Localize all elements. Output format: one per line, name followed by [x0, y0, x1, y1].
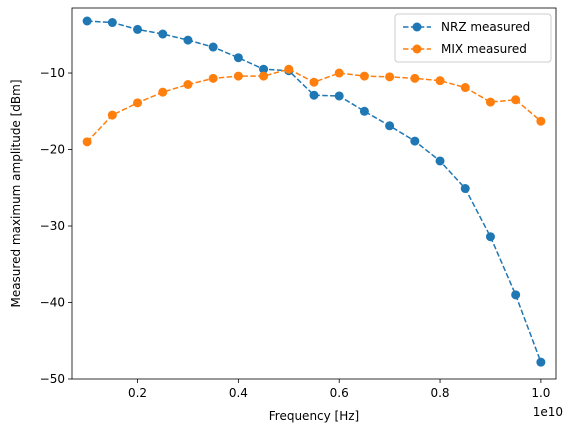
- legend: NRZ measured MIX measured: [394, 13, 552, 63]
- data-point: [107, 18, 117, 28]
- data-point: [410, 136, 420, 146]
- data-point: [233, 71, 243, 81]
- series-line: [87, 20, 542, 363]
- data-point: [208, 42, 218, 52]
- data-point: [158, 87, 168, 97]
- data-point: [309, 90, 319, 100]
- x-tick-label: 1.0: [531, 386, 550, 400]
- data-point: [536, 357, 546, 367]
- y-tick-label: −50: [40, 372, 65, 386]
- y-tick-label: −30: [40, 219, 65, 233]
- data-point: [233, 53, 243, 63]
- data-point: [208, 73, 218, 83]
- x-tick-label: 0.2: [128, 386, 147, 400]
- y-tick-label: −40: [40, 296, 65, 310]
- y-tick-label: −10: [40, 66, 65, 80]
- x-axis-ticks: 0.2 0.4 0.6 0.8 1.0: [128, 379, 550, 400]
- y-tick-label: −20: [40, 143, 65, 157]
- x-axis-offset-label: 1e10: [533, 405, 563, 419]
- data-point: [334, 91, 344, 101]
- data-point: [334, 68, 344, 78]
- data-point: [259, 71, 269, 81]
- legend-box: [394, 13, 552, 63]
- data-point: [82, 137, 92, 147]
- x-axis-label: Frequency [Hz]: [269, 409, 360, 423]
- data-point: [82, 16, 92, 26]
- legend-item: MIX measured: [403, 42, 527, 56]
- data-point: [460, 184, 470, 194]
- data-point: [435, 156, 445, 166]
- data-point: [183, 35, 193, 45]
- data-point: [511, 290, 521, 300]
- data-point: [107, 110, 117, 120]
- data-point: [511, 95, 521, 105]
- data-point: [536, 116, 546, 126]
- data-point: [435, 76, 445, 86]
- x-tick-label: 0.4: [229, 386, 248, 400]
- data-point: [259, 64, 269, 74]
- data-point: [460, 83, 470, 93]
- data-point: [359, 106, 369, 116]
- data-point: [183, 79, 193, 89]
- legend-marker: [412, 22, 422, 32]
- data-point: [385, 72, 395, 82]
- data-point: [309, 77, 319, 87]
- data-point: [284, 64, 294, 74]
- series-mix: [82, 64, 546, 147]
- data-point: [158, 29, 168, 39]
- series-layer: [82, 16, 546, 367]
- x-tick-label: 0.6: [330, 386, 349, 400]
- x-tick-label: 0.8: [430, 386, 449, 400]
- legend-item: NRZ measured: [403, 20, 530, 34]
- axes-frame: [71, 7, 557, 380]
- data-point: [485, 232, 495, 242]
- legend-label: MIX measured: [441, 42, 527, 56]
- y-axis-label: Measured maximum amplitude [dBm]: [9, 79, 23, 307]
- data-point: [385, 121, 395, 131]
- data-point: [410, 73, 420, 83]
- data-point: [133, 98, 143, 108]
- data-point: [485, 97, 495, 107]
- series-nrz: [82, 16, 546, 367]
- y-axis-ticks: −50 −40 −30 −20 −10: [40, 66, 72, 386]
- data-point: [133, 24, 143, 34]
- legend-label: NRZ measured: [441, 20, 530, 34]
- data-point: [359, 71, 369, 81]
- legend-marker: [412, 44, 422, 54]
